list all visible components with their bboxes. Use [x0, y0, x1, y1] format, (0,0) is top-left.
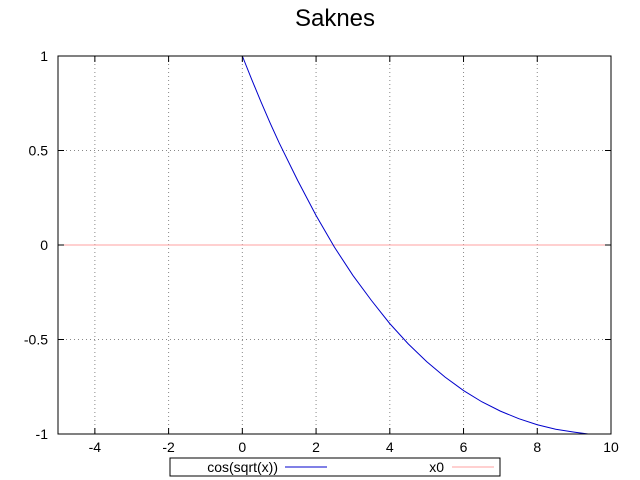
y-tick-label: -1 — [36, 426, 49, 442]
y-tick-label: 0.5 — [29, 143, 49, 159]
x-tick-label: 2 — [312, 439, 320, 455]
chart-title: Saknes — [295, 5, 375, 32]
y-tick-label: 0 — [40, 237, 48, 253]
x-tick-labels: -4 -2 0 2 4 6 8 10 — [89, 439, 619, 455]
x-tick-label: 4 — [386, 439, 394, 455]
x-tick-label: 0 — [238, 439, 246, 455]
legend-label-series-2: x0 — [429, 459, 444, 475]
x-tick-label: -4 — [89, 439, 102, 455]
legend-box — [169, 457, 501, 477]
axis-ticks — [58, 55, 612, 435]
legend: cos(sqrt(x)) x0 — [169, 457, 501, 477]
x-tick-label: 10 — [603, 439, 619, 455]
series-layer — [241, 55, 589, 435]
x-tick-label: 6 — [460, 439, 468, 455]
y-tick-label: -0.5 — [24, 332, 48, 348]
x-tick-label: -2 — [162, 439, 175, 455]
legend-label-series-1: cos(sqrt(x)) — [207, 459, 278, 475]
x-tick-label: 8 — [533, 439, 541, 455]
series-line-1 — [241, 55, 589, 435]
y-tick-labels: -1 -0.5 0 0.5 1 — [24, 48, 48, 442]
y-tick-label: 1 — [40, 48, 48, 64]
